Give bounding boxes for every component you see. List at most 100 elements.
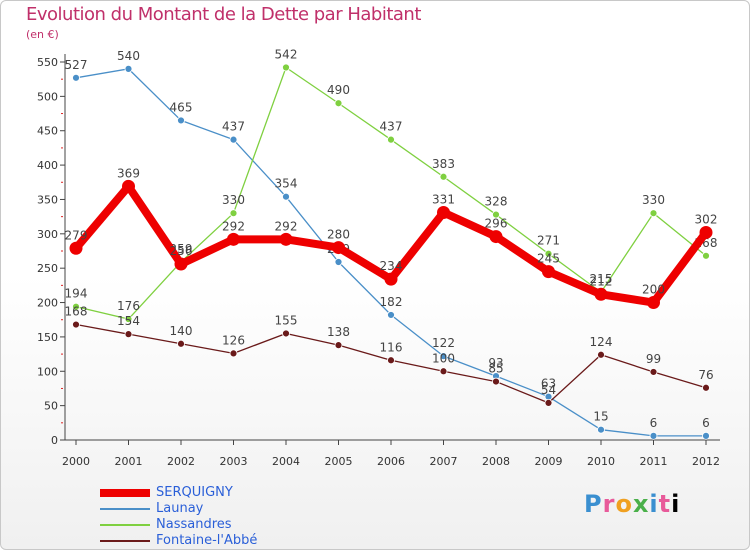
data-label: 256: [170, 244, 193, 258]
data-label: 279: [65, 228, 88, 242]
data-point: [649, 431, 658, 440]
data-point: [489, 230, 503, 244]
data-point: [649, 368, 658, 376]
x-tick-label: 2005: [325, 455, 353, 468]
data-label: 93: [488, 356, 503, 370]
data-label: 122: [432, 336, 455, 350]
data-point: [384, 272, 398, 286]
data-label: 292: [275, 219, 298, 233]
data-label: 437: [380, 120, 403, 134]
data-point: [174, 257, 188, 271]
data-label: 168: [65, 305, 88, 319]
data-label: 154: [117, 314, 140, 328]
data-label: 15: [593, 410, 608, 424]
data-label: 331: [432, 193, 455, 207]
legend-swatch: [100, 489, 150, 497]
data-point: [439, 352, 448, 361]
data-point: [387, 356, 395, 365]
data-label: 437: [222, 120, 245, 134]
data-label: 354: [275, 177, 298, 191]
data-point: [702, 431, 710, 440]
x-tick-label: 2002: [167, 455, 195, 468]
y-tick-label: 150: [37, 331, 58, 344]
y-tick-label: 400: [37, 159, 58, 172]
data-label: 296: [485, 217, 508, 231]
data-label: 465: [170, 100, 193, 114]
data-label: 234: [380, 259, 403, 273]
y-tick-label: 300: [37, 228, 58, 241]
x-tick-label: 2008: [482, 455, 510, 468]
data-label: 271: [537, 234, 560, 248]
data-label: 100: [432, 351, 455, 365]
data-point: [702, 383, 710, 392]
data-label: 200: [642, 283, 665, 297]
data-point: [177, 116, 185, 125]
data-point: [124, 315, 133, 323]
data-label: 138: [327, 325, 350, 339]
x-tick-label: 2004: [272, 455, 300, 468]
logo-letter: t: [658, 490, 672, 518]
logo-letter: o: [615, 490, 633, 518]
data-point: [72, 302, 80, 311]
data-label: 126: [222, 333, 245, 347]
data-point: [282, 192, 290, 201]
legend-swatch: [100, 540, 150, 542]
data-label: 527: [65, 58, 88, 72]
data-label: 63: [541, 377, 556, 391]
data-label: 330: [222, 193, 245, 207]
data-point: [124, 330, 133, 339]
x-tick-label: 2009: [535, 455, 563, 468]
data-point: [279, 232, 293, 246]
data-label: 182: [380, 295, 403, 309]
data-label: 330: [642, 193, 665, 207]
data-label: 292: [222, 219, 245, 233]
data-point: [544, 249, 553, 258]
data-label: 116: [380, 340, 403, 354]
legend-label: Fontaine-l'Abbé: [156, 533, 258, 548]
data-label: 369: [117, 166, 140, 180]
data-label: 76: [698, 368, 713, 382]
data-point: [332, 241, 345, 255]
data-point: [387, 311, 395, 319]
y-tick-label: 0: [51, 434, 58, 447]
data-point: [387, 135, 395, 144]
legend-label: Launay: [156, 501, 204, 516]
data-point: [227, 232, 240, 246]
x-tick-label: 2006: [377, 455, 405, 468]
y-tick-label: 450: [37, 125, 58, 138]
legend-label: Nassandres: [156, 517, 232, 532]
data-point: [544, 398, 553, 407]
chart-title: Evolution du Montant de la Dette par Hab…: [26, 4, 421, 25]
data-label: 212: [590, 274, 613, 288]
data-point: [542, 265, 555, 279]
data-label: 6: [650, 416, 658, 430]
x-tick-label: 2001: [115, 455, 143, 468]
logo-letter: x: [632, 490, 650, 518]
data-point: [229, 349, 238, 358]
data-point: [124, 64, 133, 73]
data-label: 280: [327, 228, 350, 242]
legend-label: SERQUIGNY: [156, 485, 233, 500]
data-point: [702, 251, 710, 260]
logo-letter: i: [649, 490, 659, 518]
data-point: [334, 258, 343, 266]
x-tick-label: 2007: [430, 455, 458, 468]
logo-letter: r: [602, 490, 616, 518]
data-label: 194: [65, 287, 88, 301]
data-point: [594, 287, 608, 301]
data-point: [122, 179, 135, 193]
x-tick-label: 2010: [587, 455, 615, 468]
data-point: [437, 206, 450, 220]
data-label: 215: [590, 272, 613, 286]
x-tick-label: 2003: [220, 455, 248, 468]
data-label: 490: [327, 83, 350, 97]
data-point: [597, 350, 605, 359]
proxiti-logo: Proxiti: [584, 490, 680, 518]
data-point: [699, 225, 713, 239]
y-tick-label: 500: [37, 90, 58, 103]
data-point: [72, 320, 80, 329]
data-label: 302: [695, 212, 718, 226]
data-label: 6: [702, 416, 710, 430]
data-point: [69, 241, 83, 255]
